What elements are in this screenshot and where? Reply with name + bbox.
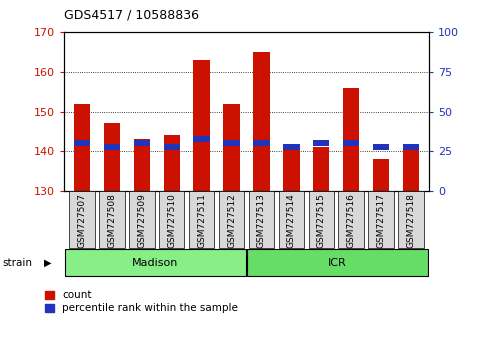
Bar: [343, 141, 359, 146]
Text: GSM727510: GSM727510: [167, 193, 176, 248]
Bar: [253, 52, 270, 191]
FancyBboxPatch shape: [129, 191, 154, 248]
Bar: [193, 136, 210, 142]
FancyBboxPatch shape: [219, 191, 244, 248]
Text: GSM727516: GSM727516: [347, 193, 355, 248]
Bar: [313, 141, 329, 146]
Bar: [223, 103, 240, 191]
Text: GDS4517 / 10588836: GDS4517 / 10588836: [64, 8, 199, 21]
FancyBboxPatch shape: [70, 191, 95, 248]
Text: GSM727517: GSM727517: [377, 193, 386, 248]
Text: GSM727511: GSM727511: [197, 193, 206, 248]
Bar: [134, 141, 150, 146]
Bar: [193, 60, 210, 191]
Text: GSM727514: GSM727514: [287, 193, 296, 247]
FancyBboxPatch shape: [339, 191, 364, 248]
Text: GSM727509: GSM727509: [138, 193, 146, 248]
Bar: [403, 147, 419, 191]
Text: GSM727507: GSM727507: [77, 193, 87, 248]
Text: GSM727515: GSM727515: [317, 193, 326, 248]
Bar: [283, 147, 300, 191]
Text: GSM727508: GSM727508: [107, 193, 116, 248]
Bar: [343, 87, 359, 191]
Bar: [373, 144, 389, 150]
Text: GSM727518: GSM727518: [406, 193, 416, 248]
FancyBboxPatch shape: [247, 249, 428, 276]
Bar: [134, 139, 150, 191]
FancyBboxPatch shape: [309, 191, 334, 248]
Bar: [74, 141, 90, 146]
Bar: [373, 159, 389, 191]
FancyBboxPatch shape: [189, 191, 214, 248]
Bar: [403, 144, 419, 150]
FancyBboxPatch shape: [368, 191, 394, 248]
Bar: [164, 135, 180, 191]
Text: strain: strain: [2, 258, 33, 268]
Text: ▶: ▶: [44, 258, 52, 268]
Bar: [164, 144, 180, 150]
Bar: [74, 103, 90, 191]
Bar: [223, 141, 240, 146]
FancyBboxPatch shape: [279, 191, 304, 248]
Text: GSM727512: GSM727512: [227, 193, 236, 247]
Text: Madison: Madison: [132, 258, 178, 268]
Bar: [283, 144, 300, 150]
Text: GSM727513: GSM727513: [257, 193, 266, 248]
FancyBboxPatch shape: [159, 191, 184, 248]
Text: ICR: ICR: [328, 258, 347, 268]
FancyBboxPatch shape: [249, 191, 274, 248]
FancyBboxPatch shape: [99, 191, 125, 248]
Bar: [313, 147, 329, 191]
FancyBboxPatch shape: [398, 191, 423, 248]
Bar: [104, 144, 120, 150]
Legend: count, percentile rank within the sample: count, percentile rank within the sample: [45, 290, 238, 313]
Bar: [104, 124, 120, 191]
FancyBboxPatch shape: [65, 249, 246, 276]
Bar: [253, 141, 270, 146]
